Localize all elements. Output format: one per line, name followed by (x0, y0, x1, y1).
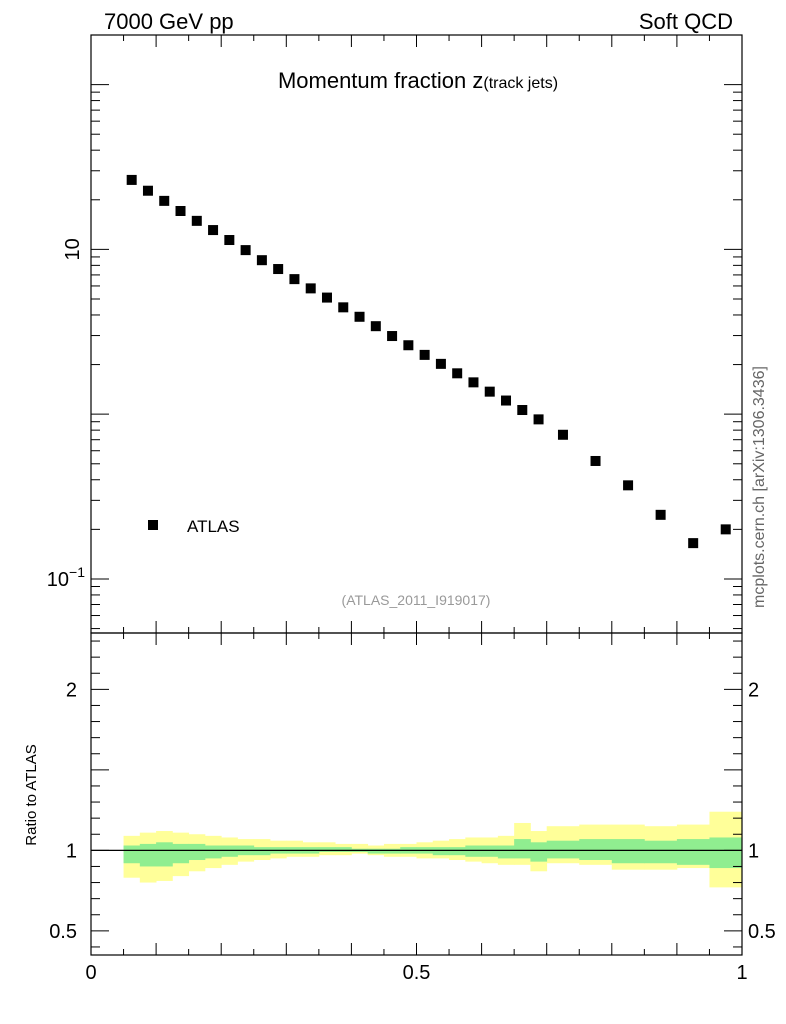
tick-label-base: 10 (47, 569, 69, 591)
data-point (533, 414, 544, 425)
main-y-tick-label: 10−1 (47, 564, 85, 591)
main-title-subscript: (track jets) (483, 75, 558, 92)
data-point (224, 235, 235, 246)
data-point (289, 274, 300, 285)
side-source-label: mcplots.cern.ch [arXiv:1306.3436] (751, 366, 768, 608)
data-point (321, 292, 332, 303)
ratio-inner-band (709, 837, 743, 869)
ratio-frame (90, 632, 743, 956)
ratio-inner-band (611, 839, 645, 864)
data-point (557, 429, 568, 440)
data-point (403, 340, 414, 351)
data-point (191, 215, 202, 226)
data-point (590, 455, 601, 466)
ratio-inner-band (335, 847, 352, 852)
ratio-y-ticks (91, 640, 742, 948)
data-point (354, 311, 365, 322)
ratio-inner-band (449, 847, 466, 856)
main-y-ticks (91, 34, 742, 630)
ratio-inner-band (221, 845, 238, 857)
data-point (305, 283, 316, 294)
data-point (655, 509, 666, 520)
data-point (208, 225, 219, 236)
ratio-y-tick-label-left: 2 (66, 679, 77, 701)
ratio-y-tick-label-right: 0.5 (748, 921, 776, 943)
data-point (256, 255, 267, 266)
legend-marker-atlas (148, 520, 158, 530)
atlas-data-points (126, 174, 731, 549)
ratio-inner-band (318, 847, 336, 852)
ratio-inner-band (497, 845, 515, 859)
ratio-x-tick-labels: 0 0.5 1 (85, 962, 747, 984)
ratio-y-tick-label-left: 1 (66, 840, 77, 862)
data-point (517, 405, 528, 416)
ratio-uncertainty-bands (123, 811, 743, 888)
data-point (338, 302, 349, 313)
ratio-x-ticks (90, 633, 743, 955)
ratio-inner-band (156, 842, 173, 867)
data-point (501, 395, 512, 406)
ratio-inner-band (432, 847, 450, 856)
ratio-inner-band (139, 843, 157, 867)
data-point (175, 205, 186, 216)
data-point (159, 195, 170, 206)
ratio-inner-band (481, 845, 499, 857)
data-point (370, 321, 381, 332)
ratio-inner-band (514, 839, 531, 859)
ratio-inner-band (465, 845, 482, 857)
data-point (273, 264, 284, 275)
data-point (484, 386, 495, 397)
data-point (126, 174, 137, 185)
data-point (387, 331, 398, 342)
tick-label-exponent: −1 (69, 564, 85, 580)
main-y-tick-label: 10 (62, 238, 84, 260)
main-x-ticks (90, 35, 743, 633)
main-title-text: Momentum fraction (278, 68, 472, 93)
data-point (435, 358, 446, 369)
ratio-x-tick-label: 0 (85, 962, 96, 984)
main-panel: Momentum fraction z(track jets) 10−110 A… (47, 34, 743, 634)
ratio-inner-band (546, 840, 580, 859)
ratio-panel: 0.5 0.51 12 2 0 0.5 1 Ratio to ATLAS (23, 632, 776, 984)
ratio-y-tick-label-left: 0.5 (49, 921, 77, 943)
data-point (623, 480, 634, 491)
ratio-inner-band (188, 843, 206, 861)
main-frame (90, 34, 743, 634)
main-y-tick-labels: 10−110 (47, 238, 85, 591)
data-point (240, 245, 251, 256)
data-point (419, 349, 430, 360)
header-category-label: Soft QCD (639, 9, 733, 34)
ratio-y-tick-labels: 0.5 0.5 1 1 2 2 (49, 679, 776, 943)
ratio-y-tick-label-right: 2 (748, 679, 759, 701)
ratio-inner-band (123, 845, 141, 864)
data-point (142, 185, 153, 196)
ratio-inner-band (383, 848, 401, 854)
ratio-inner-band (676, 839, 710, 865)
ratio-y-tick-label-right: 1 (748, 840, 759, 862)
ratio-inner-band (367, 848, 385, 854)
analysis-id-label: (ATLAS_2011_I919017) (342, 592, 491, 608)
ratio-x-tick-label: 1 (736, 962, 747, 984)
ratio-y-axis-label: Ratio to ATLAS (23, 744, 40, 845)
main-title: Momentum fraction z(track jets) (278, 68, 558, 93)
ratio-x-tick-label: 0.5 (403, 962, 431, 984)
ratio-inner-band (204, 845, 222, 859)
data-point (468, 377, 479, 388)
data-point (688, 538, 699, 549)
ratio-inner-band (253, 847, 271, 856)
main-title-variable: z (472, 68, 483, 93)
data-point (452, 368, 463, 379)
header-energy-label: 7000 GeV pp (104, 9, 234, 34)
ratio-inner-band (644, 840, 678, 864)
ratio-inner-band (530, 842, 548, 862)
ratio-inner-band (172, 843, 190, 864)
ratio-inner-band (579, 839, 613, 861)
data-point (720, 524, 731, 535)
legend-label-atlas: ATLAS (187, 517, 240, 536)
